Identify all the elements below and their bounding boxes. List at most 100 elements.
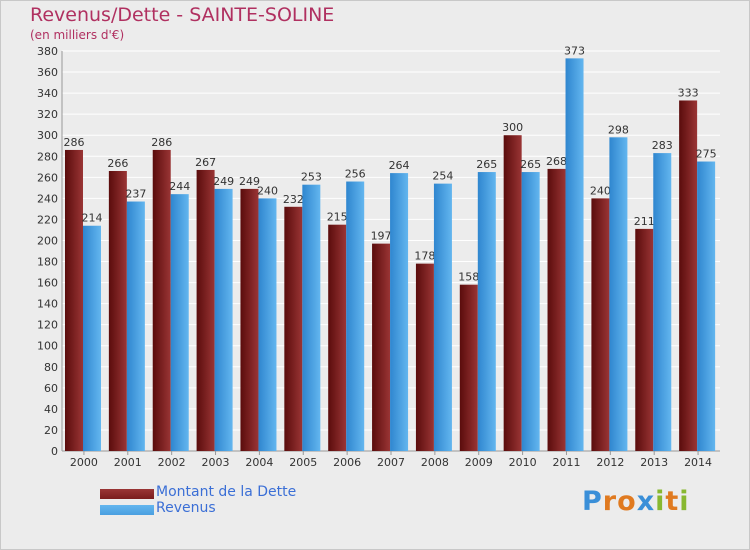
y-tick-label: 240 bbox=[37, 192, 58, 205]
data-label: 254 bbox=[432, 170, 453, 183]
bar-dette bbox=[591, 198, 610, 451]
x-tick-label: 2010 bbox=[509, 456, 537, 469]
bar-revenus bbox=[170, 194, 189, 451]
x-tick-label: 2000 bbox=[70, 456, 98, 469]
x-tick-label: 2002 bbox=[158, 456, 186, 469]
bar-dette bbox=[328, 224, 347, 451]
proxiti-logo: Proxiti bbox=[582, 486, 690, 517]
bar-dette bbox=[503, 135, 522, 452]
bar-revenus bbox=[565, 58, 584, 452]
x-tick-label: 2006 bbox=[333, 456, 361, 469]
logo-letter: x bbox=[636, 486, 656, 517]
x-tick-label: 2001 bbox=[114, 456, 142, 469]
y-tick-label: 200 bbox=[37, 234, 58, 247]
y-tick-label: 80 bbox=[44, 361, 58, 374]
y-tick-label: 100 bbox=[37, 340, 58, 353]
x-tick-label: 2004 bbox=[245, 456, 273, 469]
bar-dette bbox=[108, 171, 127, 451]
logo-letter: i bbox=[655, 486, 666, 517]
bar-revenus bbox=[258, 198, 277, 451]
x-tick-label: 2007 bbox=[377, 456, 405, 469]
y-tick-label: 120 bbox=[37, 319, 58, 332]
bar-revenus bbox=[83, 225, 101, 451]
y-tick-label: 280 bbox=[37, 150, 58, 163]
data-label: 211 bbox=[634, 215, 655, 228]
logo-letter: P bbox=[582, 486, 603, 517]
y-tick-label: 300 bbox=[37, 129, 58, 142]
bar-revenus bbox=[477, 172, 496, 452]
y-tick-label: 40 bbox=[44, 403, 58, 416]
bar-dette bbox=[65, 149, 83, 451]
y-tick-label: 360 bbox=[37, 66, 58, 79]
data-label: 237 bbox=[125, 188, 146, 201]
data-label: 249 bbox=[213, 175, 234, 188]
data-label: 240 bbox=[590, 184, 611, 197]
x-tick-label: 2011 bbox=[552, 456, 580, 469]
y-tick-label: 0 bbox=[51, 445, 58, 458]
bar-revenus bbox=[433, 183, 452, 451]
data-label: 214 bbox=[82, 212, 103, 225]
data-label: 249 bbox=[239, 175, 260, 188]
bar-revenus bbox=[346, 181, 365, 452]
data-label: 286 bbox=[64, 136, 85, 149]
data-label: 232 bbox=[283, 193, 304, 206]
data-label: 300 bbox=[502, 121, 523, 134]
x-tick-label: 2012 bbox=[596, 456, 624, 469]
data-label: 178 bbox=[414, 250, 435, 263]
bar-dette bbox=[240, 188, 259, 452]
bar-dette bbox=[372, 243, 391, 451]
data-label: 266 bbox=[107, 157, 128, 170]
y-tick-label: 220 bbox=[37, 213, 58, 226]
bar-dette bbox=[284, 206, 303, 451]
data-label: 253 bbox=[301, 171, 322, 184]
bar-revenus bbox=[302, 184, 321, 451]
data-label: 298 bbox=[608, 123, 629, 136]
bar-dette bbox=[196, 169, 215, 451]
logo-letter: o bbox=[617, 486, 637, 517]
data-label: 267 bbox=[195, 156, 216, 169]
data-label: 244 bbox=[169, 180, 190, 193]
data-label: 256 bbox=[345, 168, 366, 181]
bar-dette bbox=[459, 284, 478, 451]
y-tick-label: 60 bbox=[44, 382, 58, 395]
y-tick-label: 320 bbox=[37, 108, 58, 121]
chart-title: Revenus/Dette - SAINTE-SOLINE bbox=[30, 4, 335, 26]
y-tick-label: 180 bbox=[37, 256, 58, 269]
bar-dette bbox=[679, 100, 698, 451]
data-label: 215 bbox=[327, 211, 348, 224]
bar-dette bbox=[152, 149, 171, 451]
x-tick-label: 2008 bbox=[421, 456, 449, 469]
x-tick-label: 2013 bbox=[640, 456, 668, 469]
data-label: 240 bbox=[257, 184, 278, 197]
bar-dette bbox=[635, 228, 654, 451]
legend-label-revenus: Revenus bbox=[156, 500, 216, 516]
y-tick-label: 140 bbox=[37, 298, 58, 311]
logo-letter: r bbox=[602, 486, 618, 517]
bar-revenus bbox=[697, 161, 716, 452]
bar-revenus bbox=[653, 153, 672, 451]
data-label: 286 bbox=[151, 136, 172, 149]
data-label: 283 bbox=[652, 139, 673, 152]
bar-revenus bbox=[214, 188, 233, 452]
chart-subtitle: (en milliers d'€) bbox=[30, 28, 125, 42]
y-tick-label: 160 bbox=[37, 277, 58, 290]
legend-label-dette: Montant de la Dette bbox=[156, 484, 297, 500]
bar-dette bbox=[547, 168, 566, 452]
bar-revenus bbox=[126, 201, 145, 451]
x-tick-label: 2003 bbox=[202, 456, 230, 469]
data-label: 265 bbox=[476, 158, 497, 171]
y-tick-label: 340 bbox=[37, 87, 58, 100]
data-label: 268 bbox=[546, 155, 567, 168]
data-label: 265 bbox=[520, 158, 541, 171]
data-label: 275 bbox=[696, 148, 717, 161]
x-tick-label: 2014 bbox=[684, 456, 712, 469]
bar-revenus bbox=[390, 173, 409, 451]
y-tick-label: 380 bbox=[37, 45, 58, 58]
data-label: 158 bbox=[458, 271, 479, 284]
data-label: 373 bbox=[564, 44, 585, 57]
data-label: 264 bbox=[389, 159, 410, 172]
logo-letter: i bbox=[679, 486, 690, 517]
bar-dette bbox=[415, 263, 434, 451]
data-label: 333 bbox=[678, 86, 699, 99]
